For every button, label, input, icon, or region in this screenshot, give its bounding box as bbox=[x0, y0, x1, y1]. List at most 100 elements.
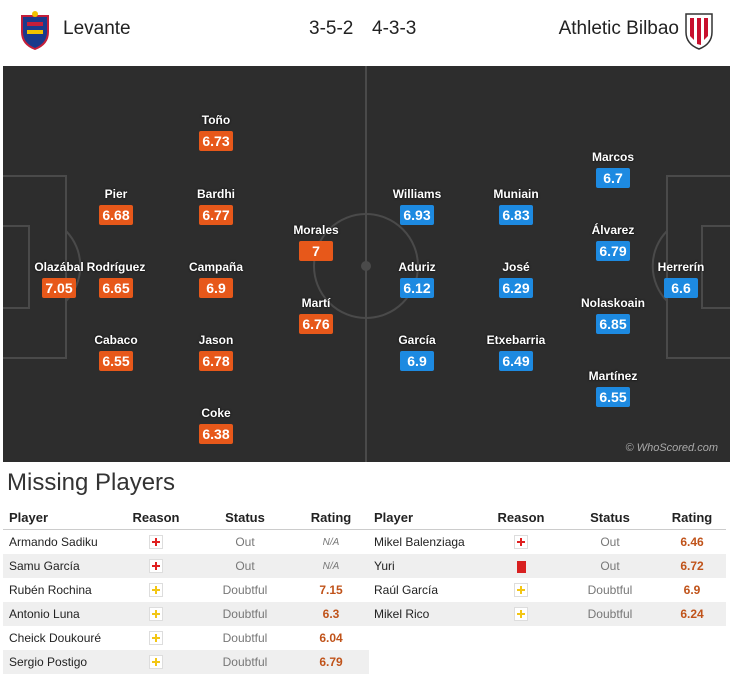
player-rating: 6.77 bbox=[199, 205, 233, 225]
doubtful-icon bbox=[149, 607, 163, 622]
player-rating: 6.83 bbox=[499, 205, 533, 225]
player-marker[interactable]: Muniain 6.83 bbox=[476, 187, 556, 225]
player-name: Aduriz bbox=[398, 260, 436, 274]
player-marker[interactable]: Marcos 6.7 bbox=[573, 150, 653, 188]
player-marker[interactable]: Cabaco 6.55 bbox=[76, 333, 156, 371]
injury-icon bbox=[514, 535, 528, 550]
match-header: Levante 3-5-2 4-3-3 Athletic Bilbao bbox=[0, 0, 730, 62]
table-row: Mikel Rico Doubtful 6.24 bbox=[368, 602, 726, 626]
player-rating: 6.6 bbox=[664, 278, 698, 298]
column-header-status[interactable]: Status bbox=[197, 505, 293, 530]
column-header-rating[interactable]: Rating bbox=[658, 505, 726, 530]
red-card-icon bbox=[516, 560, 526, 573]
player-marker[interactable]: Bardhi 6.77 bbox=[176, 187, 256, 225]
player-name: Rodríguez bbox=[86, 260, 146, 274]
player-name: Olazábal bbox=[34, 260, 84, 274]
column-header-player[interactable]: Player bbox=[3, 505, 115, 530]
player-rating: 6.9 bbox=[400, 351, 434, 371]
table-row: Rubén Rochina Doubtful 7.15 bbox=[3, 578, 369, 602]
missing-rating: 6.46 bbox=[658, 529, 726, 554]
player-name: García bbox=[398, 333, 436, 347]
player-marker[interactable]: Martí 6.76 bbox=[276, 296, 356, 334]
player-marker[interactable]: Aduriz 6.12 bbox=[377, 260, 457, 298]
missing-status: Doubtful bbox=[197, 626, 293, 650]
player-marker[interactable]: Etxebarria 6.49 bbox=[476, 333, 556, 371]
levante-crest-icon[interactable] bbox=[18, 10, 52, 50]
home-formation: 3-5-2 bbox=[309, 18, 354, 39]
missing-players-title: Missing Players bbox=[7, 469, 176, 496]
player-rating: 6.38 bbox=[199, 424, 233, 444]
player-name: Cabaco bbox=[94, 333, 138, 347]
player-name: Etxebarria bbox=[486, 333, 546, 347]
missing-status: Out bbox=[562, 554, 658, 578]
table-row: Cheick Doukouré Doubtful 6.04 bbox=[3, 626, 369, 650]
missing-player-name[interactable]: Sergio Postigo bbox=[3, 650, 115, 674]
missing-rating: N/A bbox=[293, 554, 369, 578]
player-name: Toño bbox=[201, 113, 231, 127]
home-team-name[interactable]: Levante bbox=[63, 18, 131, 39]
athletic-bilbao-crest-icon[interactable] bbox=[682, 10, 716, 50]
injury-icon bbox=[149, 559, 163, 574]
missing-rating: 7.15 bbox=[293, 578, 369, 602]
missing-player-name[interactable]: Samu García bbox=[3, 554, 115, 578]
doubtful-icon bbox=[149, 655, 163, 670]
player-marker[interactable]: Olazábal 7.05 bbox=[19, 260, 99, 298]
missing-status: Out bbox=[562, 529, 658, 554]
missing-player-name[interactable]: Armando Sadiku bbox=[3, 529, 115, 554]
table-row: Sergio Postigo Doubtful 6.79 bbox=[3, 650, 369, 674]
player-rating: 6.65 bbox=[99, 278, 133, 298]
pitch: Olazábal 7.05 Pier 6.68 Rodríguez 6.65 Caba… bbox=[3, 66, 730, 462]
column-header-rating[interactable]: Rating bbox=[293, 505, 369, 530]
player-marker[interactable]: José 6.29 bbox=[476, 260, 556, 298]
player-marker[interactable]: Morales 7 bbox=[276, 223, 356, 261]
player-name: Coke bbox=[201, 406, 231, 420]
doubtful-icon bbox=[514, 583, 528, 598]
missing-rating: 6.04 bbox=[293, 626, 369, 650]
missing-player-name[interactable]: Cheick Doukouré bbox=[3, 626, 115, 650]
away-team-name[interactable]: Athletic Bilbao bbox=[558, 18, 679, 39]
player-rating: 6.76 bbox=[299, 314, 333, 334]
player-marker[interactable]: Jason 6.78 bbox=[176, 333, 256, 371]
missing-status: Doubtful bbox=[562, 578, 658, 602]
player-marker[interactable]: Nolaskoain 6.85 bbox=[573, 296, 653, 334]
player-name: Martí bbox=[301, 296, 331, 310]
missing-player-name[interactable]: Yuri bbox=[368, 554, 480, 578]
missing-rating: 6.24 bbox=[658, 602, 726, 626]
column-header-player[interactable]: Player bbox=[368, 505, 480, 530]
player-marker[interactable]: Toño 6.73 bbox=[176, 113, 256, 151]
column-header-reason[interactable]: Reason bbox=[115, 505, 197, 530]
table-row: Antonio Luna Doubtful 6.3 bbox=[3, 602, 369, 626]
whoscored-credit: © WhoScored.com bbox=[625, 442, 718, 454]
missing-player-name[interactable]: Antonio Luna bbox=[3, 602, 115, 626]
player-marker[interactable]: Álvarez 6.79 bbox=[573, 223, 653, 261]
player-marker[interactable]: Rodríguez 6.65 bbox=[76, 260, 156, 298]
away-missing-table: Player Reason Status Rating Mikel Balenz… bbox=[368, 505, 726, 626]
player-marker[interactable]: Coke 6.38 bbox=[176, 406, 256, 444]
player-name: Morales bbox=[293, 223, 339, 237]
player-rating: 6.55 bbox=[99, 351, 133, 371]
player-marker[interactable]: García 6.9 bbox=[377, 333, 457, 371]
missing-rating: 6.72 bbox=[658, 554, 726, 578]
column-header-status[interactable]: Status bbox=[562, 505, 658, 530]
doubtful-icon bbox=[149, 631, 163, 646]
player-rating: 6.55 bbox=[596, 387, 630, 407]
player-marker[interactable]: Campaña 6.9 bbox=[176, 260, 256, 298]
doubtful-icon bbox=[514, 607, 528, 622]
missing-player-name[interactable]: Mikel Rico bbox=[368, 602, 480, 626]
player-marker[interactable]: Herrerín 6.6 bbox=[641, 260, 721, 298]
player-name: Jason bbox=[198, 333, 234, 347]
player-name: Marcos bbox=[591, 150, 635, 164]
table-row: Yuri Out 6.72 bbox=[368, 554, 726, 578]
column-header-reason[interactable]: Reason bbox=[480, 505, 562, 530]
player-marker[interactable]: Williams 6.93 bbox=[377, 187, 457, 225]
missing-status: Doubtful bbox=[197, 602, 293, 626]
player-name: José bbox=[502, 260, 530, 274]
player-name: Bardhi bbox=[196, 187, 235, 201]
missing-player-name[interactable]: Raúl García bbox=[368, 578, 480, 602]
player-marker[interactable]: Pier 6.68 bbox=[76, 187, 156, 225]
player-marker[interactable]: Martínez 6.55 bbox=[573, 369, 653, 407]
doubtful-icon bbox=[149, 583, 163, 598]
missing-player-name[interactable]: Rubén Rochina bbox=[3, 578, 115, 602]
player-name: Álvarez bbox=[591, 223, 635, 237]
missing-player-name[interactable]: Mikel Balenziaga bbox=[368, 529, 480, 554]
